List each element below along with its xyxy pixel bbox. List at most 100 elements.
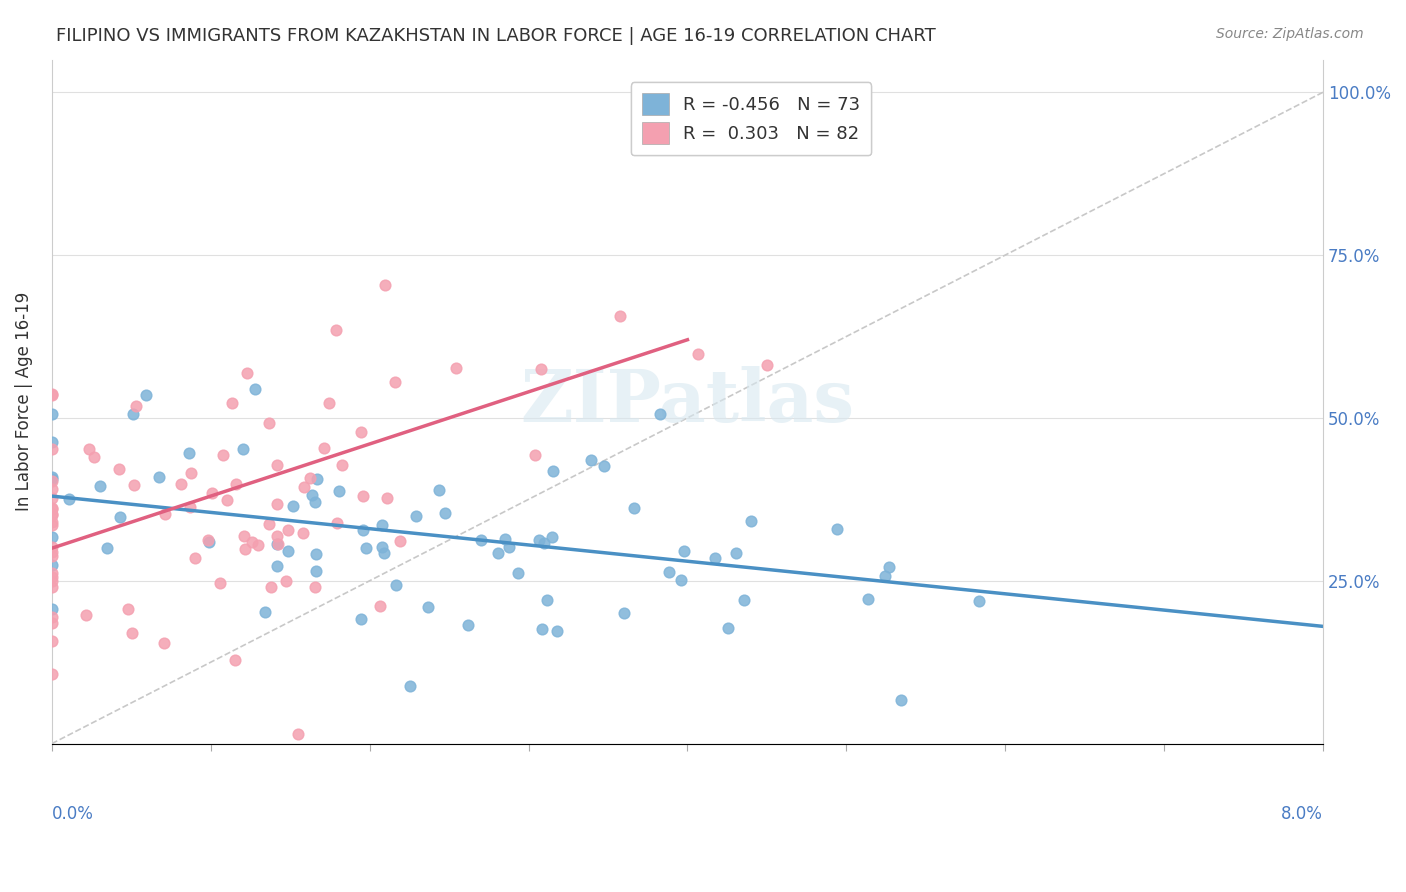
Point bbox=[536, 593, 558, 607]
Point bbox=[41, 507, 63, 521]
Legend: R = -0.456   N = 73, R =  0.303   N = 82: R = -0.456 N = 73, R = 0.303 N = 82 bbox=[631, 82, 872, 155]
Point bbox=[41, 610, 63, 624]
Point bbox=[170, 477, 193, 491]
Point bbox=[260, 580, 283, 594]
Point bbox=[41, 442, 63, 456]
Point bbox=[41, 483, 63, 497]
Point bbox=[405, 508, 427, 523]
Point bbox=[41, 545, 63, 559]
Point bbox=[153, 507, 176, 521]
Point bbox=[215, 493, 238, 508]
Point bbox=[304, 495, 326, 509]
Point bbox=[246, 538, 269, 552]
Point bbox=[349, 612, 371, 626]
Point bbox=[212, 449, 235, 463]
Point bbox=[533, 535, 555, 549]
Point bbox=[232, 442, 254, 456]
Point bbox=[307, 472, 329, 486]
Point bbox=[77, 442, 100, 457]
Point bbox=[457, 617, 479, 632]
Point bbox=[41, 558, 63, 572]
Point bbox=[41, 570, 63, 584]
Point bbox=[374, 278, 396, 293]
Point bbox=[541, 464, 564, 478]
Point bbox=[305, 547, 328, 561]
Point bbox=[658, 565, 681, 579]
Point bbox=[717, 621, 740, 635]
Point bbox=[41, 470, 63, 484]
Point bbox=[274, 574, 297, 589]
Point bbox=[277, 523, 299, 537]
Point bbox=[498, 541, 520, 555]
Point bbox=[83, 450, 105, 464]
Point bbox=[89, 479, 111, 493]
Point bbox=[236, 366, 259, 380]
Point bbox=[508, 566, 530, 581]
Point bbox=[375, 491, 398, 505]
Point bbox=[233, 541, 256, 556]
Point bbox=[292, 480, 315, 494]
Point bbox=[318, 395, 340, 409]
Point bbox=[873, 569, 896, 583]
Point bbox=[41, 407, 63, 421]
Point bbox=[41, 435, 63, 450]
Point bbox=[530, 362, 553, 376]
Point bbox=[434, 506, 457, 520]
Point bbox=[121, 407, 143, 421]
Point bbox=[245, 382, 267, 396]
Point bbox=[41, 518, 63, 533]
Point bbox=[225, 477, 247, 491]
Point bbox=[148, 470, 170, 484]
Point bbox=[180, 466, 202, 480]
Point bbox=[253, 605, 276, 619]
Point bbox=[233, 529, 256, 543]
Point bbox=[153, 636, 176, 650]
Point bbox=[740, 515, 762, 529]
Point bbox=[671, 573, 693, 587]
Point bbox=[368, 599, 391, 614]
Point bbox=[385, 578, 408, 592]
Point bbox=[523, 448, 546, 462]
Point bbox=[418, 599, 440, 614]
Point bbox=[704, 551, 727, 566]
Point bbox=[41, 581, 63, 595]
Point bbox=[58, 492, 80, 507]
Point bbox=[41, 508, 63, 523]
Point bbox=[41, 530, 63, 544]
Point bbox=[967, 593, 990, 607]
Point bbox=[325, 516, 347, 530]
Point bbox=[650, 407, 672, 421]
Point bbox=[858, 592, 880, 607]
Point bbox=[494, 532, 516, 546]
Point bbox=[75, 607, 97, 622]
Point bbox=[593, 458, 616, 473]
Point bbox=[267, 537, 290, 551]
Point bbox=[41, 515, 63, 529]
Point bbox=[41, 540, 63, 554]
Point bbox=[41, 491, 63, 505]
Point bbox=[41, 549, 63, 563]
Text: FILIPINO VS IMMIGRANTS FROM KAZAKHSTAN IN LABOR FORCE | AGE 16-19 CORRELATION CH: FILIPINO VS IMMIGRANTS FROM KAZAKHSTAN I… bbox=[56, 27, 936, 45]
Point bbox=[354, 541, 377, 556]
Point bbox=[41, 634, 63, 648]
Point bbox=[266, 537, 288, 551]
Point bbox=[179, 500, 201, 514]
Point bbox=[579, 452, 602, 467]
Point bbox=[41, 666, 63, 681]
Point bbox=[257, 517, 280, 532]
Point bbox=[305, 564, 328, 578]
Text: 8.0%: 8.0% bbox=[1281, 805, 1323, 823]
Point bbox=[613, 606, 636, 620]
Point bbox=[388, 533, 411, 548]
Point bbox=[208, 575, 231, 590]
Point bbox=[96, 541, 118, 555]
Point bbox=[221, 396, 243, 410]
Point bbox=[283, 499, 305, 513]
Point bbox=[486, 546, 509, 560]
Point bbox=[259, 417, 281, 431]
Point bbox=[755, 358, 778, 372]
Point bbox=[623, 500, 645, 515]
Point bbox=[352, 490, 374, 504]
Point bbox=[201, 486, 224, 500]
Point bbox=[301, 488, 323, 502]
